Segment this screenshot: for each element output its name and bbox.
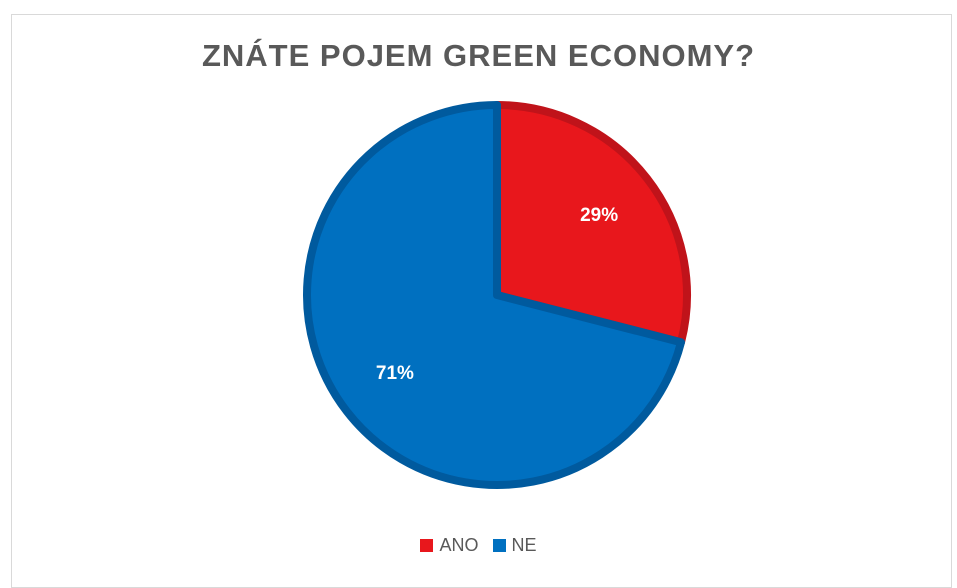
pie-slice-ne — [303, 101, 686, 489]
legend-swatch-ne — [492, 539, 506, 552]
pie-slices — [303, 101, 691, 489]
legend-swatch-ano — [420, 539, 434, 552]
legend: ANO NE — [0, 535, 957, 556]
data-label-ne: 71% — [376, 363, 414, 384]
legend-item-ne: NE — [492, 535, 537, 556]
chart-title: ZNÁTE POJEM GREEN ECONOMY? — [201, 38, 756, 73]
data-label-ano: 29% — [580, 205, 618, 226]
legend-label-ne: NE — [511, 535, 537, 555]
legend-item-ano: ANO — [420, 535, 479, 556]
legend-label-ano: ANO — [439, 535, 479, 555]
pie-slice-ano — [493, 101, 691, 347]
pie-data-labels: 29% 71% — [376, 205, 618, 384]
